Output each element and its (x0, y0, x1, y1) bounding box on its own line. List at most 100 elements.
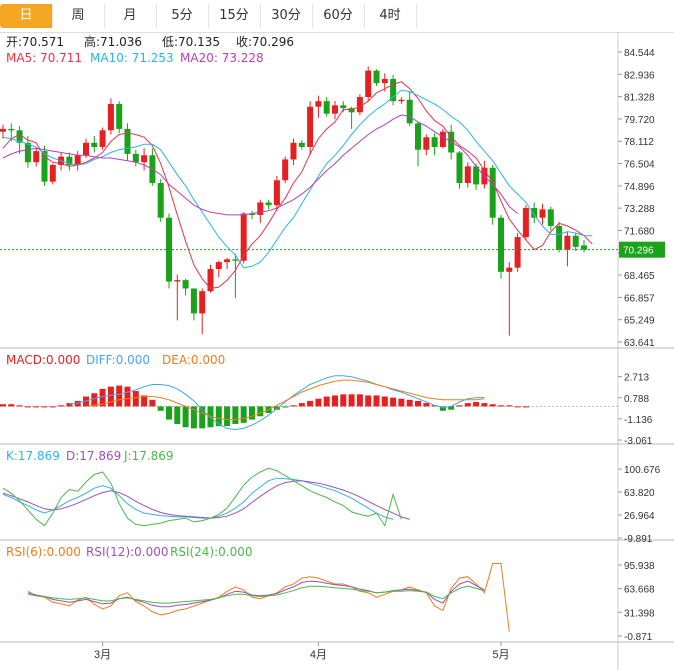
macd-info-item: DEA:0.000 (162, 353, 225, 367)
candle-body (273, 180, 280, 206)
price-axis-tick-label: 68.465 (624, 271, 655, 282)
macd-bar (290, 405, 297, 407)
macd-bar (83, 396, 89, 407)
macd-bar (406, 399, 413, 407)
macd-bar (91, 393, 98, 407)
price-axis-tick-label: 82.936 (624, 70, 655, 81)
candles (0, 66, 587, 336)
candle-body (224, 259, 231, 263)
time-label: 5月 (492, 649, 509, 661)
candle-body (564, 235, 571, 250)
candle-body (190, 288, 197, 314)
tab-0[interactable]: 日 (0, 4, 53, 28)
candle-body (415, 123, 421, 150)
macd-bar (58, 405, 65, 407)
candle-body (83, 142, 89, 156)
candle-body (240, 213, 247, 261)
candle-body (74, 155, 81, 165)
candle-body (265, 202, 272, 206)
tab-1[interactable]: 周 (52, 4, 105, 28)
macd-bar (157, 406, 164, 411)
candle-body (506, 267, 513, 272)
ohlc-info-item: 收:70.296 (236, 35, 294, 49)
diff-line (69, 375, 485, 431)
price-axis-tick-label: 65.249 (624, 316, 655, 327)
candle-body (8, 128, 15, 131)
price-axis-tick-label: 63.641 (624, 338, 655, 349)
rsi-info-item: RSI(24):0.000 (170, 545, 253, 559)
macd-bar (116, 385, 123, 407)
candle-body (431, 137, 438, 147)
price-axis-tick-label: 73.288 (624, 204, 655, 215)
macd-bar (365, 395, 372, 407)
macd-bar (182, 406, 189, 428)
ohlc-info-item: 开:70.571 (6, 35, 64, 49)
candle-body (531, 207, 538, 218)
macd-bar (522, 406, 529, 408)
macd-bar (398, 398, 405, 407)
macd-axis-tick-label: -1.136 (624, 415, 653, 426)
candle-body (207, 269, 214, 292)
price-axis-tick-label: 66.857 (624, 293, 655, 304)
candle-body (572, 235, 579, 247)
tab-6[interactable]: 60分 (312, 4, 365, 28)
candle-body (448, 131, 455, 153)
candle-body (340, 105, 347, 109)
macd-bar (66, 403, 73, 407)
macd-bar (456, 405, 463, 407)
candle-body (232, 259, 239, 261)
macd-bar (107, 386, 114, 407)
macd-bar (356, 394, 363, 407)
macd-bar (423, 403, 430, 407)
macd-bar (332, 395, 338, 407)
candle-body (365, 70, 372, 98)
candle-body (547, 209, 554, 227)
macd-bar (340, 394, 347, 407)
candle-body (522, 207, 529, 238)
ma-info-item: MA10: 71.253 (90, 51, 174, 65)
macd-bar (431, 405, 438, 407)
price-axis-tick-label: 74.896 (624, 182, 655, 193)
ma-info: MA5: 70.711 MA10: 71.253 MA20: 73.228 (6, 51, 264, 65)
price-axis-tick-label: 78.112 (624, 137, 654, 148)
macd-bar (390, 397, 397, 407)
macd-bar (381, 396, 388, 407)
macd-bar (99, 388, 106, 407)
macd-axis-tick-label: 2.713 (624, 373, 649, 384)
macd-bar (481, 403, 488, 407)
time-label: 3月 (94, 649, 111, 661)
macd-bar (257, 406, 264, 417)
tab-7[interactable]: 4时 (364, 4, 417, 28)
kdj-axis-tick-label: -9.891 (624, 534, 653, 545)
tab-5[interactable]: 30分 (260, 4, 313, 28)
candle-body (581, 245, 587, 250)
candle-body (498, 217, 504, 272)
candle-body (33, 151, 40, 163)
candle-body (439, 131, 446, 147)
macd-bar (415, 400, 421, 407)
macd-bar (174, 406, 181, 424)
tab-4[interactable]: 15分 (208, 4, 261, 28)
d-line (2, 480, 410, 520)
macd-bar (439, 406, 446, 411)
rsi-info: RSI(6):0.000 RSI(12):0.000 RSI(24):0.000 (6, 545, 253, 559)
macd-bar (215, 406, 222, 427)
candle-body (116, 103, 123, 129)
macd-info-item: DIFF:0.000 (86, 353, 150, 367)
tab-2[interactable]: 月 (104, 4, 157, 28)
price-axis-tick-label: 76.504 (624, 160, 655, 171)
macd-bar (166, 406, 172, 420)
price-axis-tick-label: 71.680 (624, 226, 655, 237)
kdj-info: K:17.869 D:17.869 J:17.869 (6, 449, 174, 463)
macd-bar (132, 391, 139, 407)
kdj-axis-tick-label: 26.964 (624, 511, 655, 522)
candle-body (0, 128, 6, 132)
macd-bar (41, 406, 48, 408)
macd-bar (190, 406, 197, 429)
tab-3[interactable]: 5分 (156, 4, 209, 28)
macd-bar (448, 406, 455, 410)
candle-body (539, 209, 546, 218)
candle-body (298, 142, 305, 147)
rsi-info-item: RSI(12):0.000 (86, 545, 169, 559)
candle-body (556, 226, 563, 250)
